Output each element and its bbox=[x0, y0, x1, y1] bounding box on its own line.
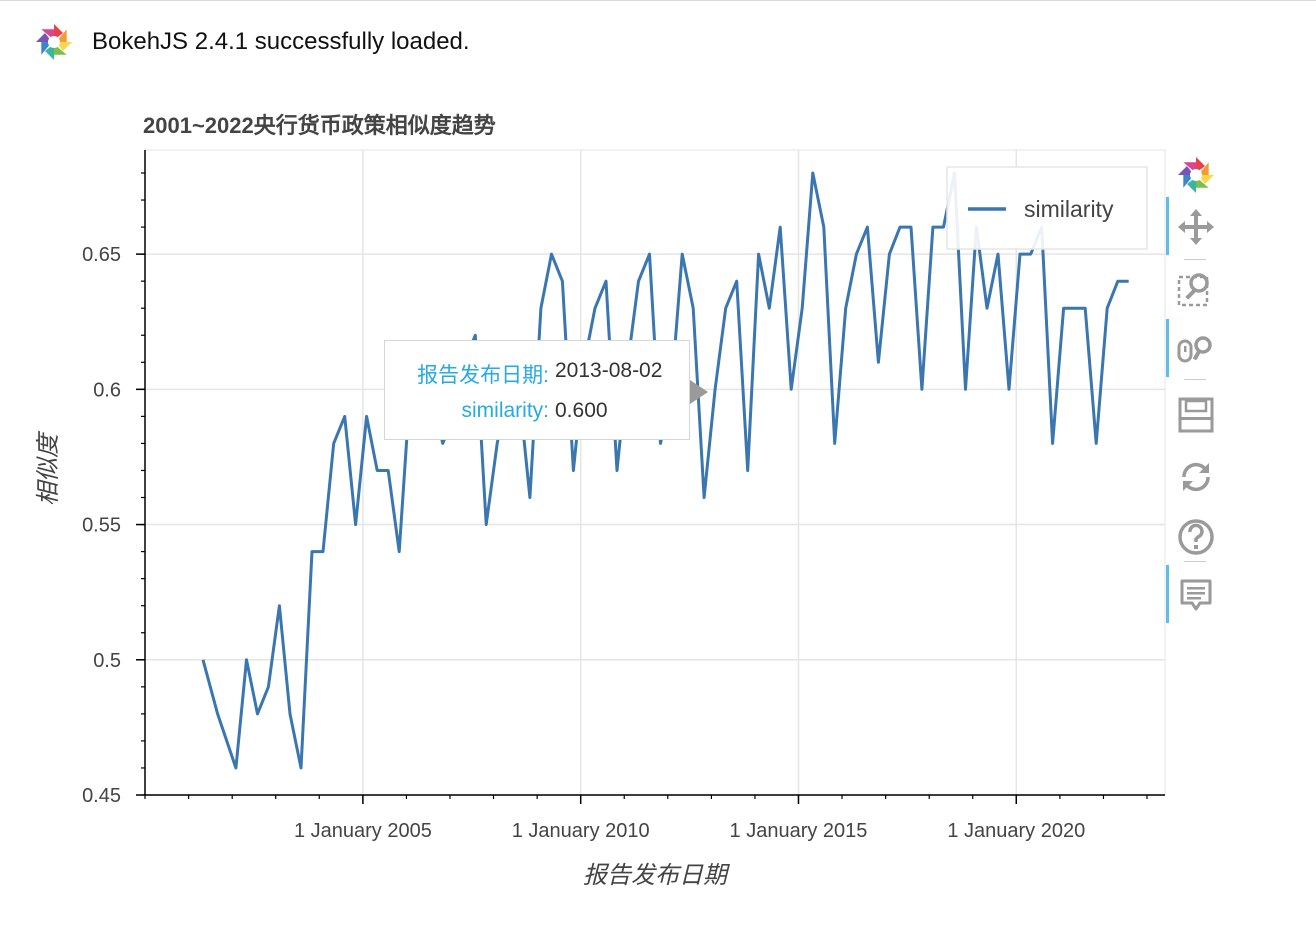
active-indicator bbox=[1166, 197, 1169, 255]
load-banner: BokehJS 2.4.1 successfully loaded. bbox=[34, 22, 470, 62]
reset-tool-button[interactable] bbox=[1166, 447, 1226, 505]
pan-tool-button[interactable] bbox=[1166, 197, 1226, 255]
toolbar-separator bbox=[1184, 379, 1206, 380]
toolbar-separator bbox=[1184, 561, 1206, 562]
y-tick-label: 0.6 bbox=[93, 379, 121, 401]
active-indicator bbox=[1166, 319, 1169, 377]
hover-icon bbox=[1180, 579, 1212, 611]
help-icon bbox=[1178, 519, 1214, 555]
tooltip-value: 0.600 bbox=[555, 399, 608, 422]
help-tool-button[interactable] bbox=[1166, 507, 1226, 565]
tooltip-value: 2013-08-02 bbox=[555, 359, 663, 382]
y-tick-label: 0.45 bbox=[82, 785, 121, 807]
series-line-similarity bbox=[201, 171, 1129, 770]
box-zoom-tool-button[interactable] bbox=[1166, 259, 1226, 317]
reset-icon bbox=[1182, 462, 1210, 492]
toolbar-separator bbox=[1184, 259, 1206, 260]
active-indicator bbox=[1166, 565, 1169, 623]
banner-text: BokehJS 2.4.1 successfully loaded. bbox=[92, 28, 470, 55]
x-tick-label: 1 January 2010 bbox=[512, 820, 650, 842]
save-tool-button[interactable] bbox=[1166, 385, 1226, 443]
y-axis-label: 相似度 bbox=[35, 430, 62, 506]
save-icon bbox=[1178, 397, 1214, 433]
box-zoom-icon bbox=[1177, 273, 1209, 307]
chart-title: 2001~2022央行货币政策相似度趋势 bbox=[143, 113, 496, 138]
legend-label: similarity bbox=[1024, 196, 1114, 222]
bokeh-logo-link[interactable] bbox=[1166, 145, 1226, 203]
y-tick-label: 0.5 bbox=[93, 650, 121, 672]
y-tick-label: 0.65 bbox=[82, 244, 121, 266]
axes: 0.45 0.5 0.55 0.6 0.65 1 January 2005 1 Januar… bbox=[82, 150, 1165, 842]
bokeh-logo-icon bbox=[1178, 157, 1214, 193]
x-tick-label: 1 January 2015 bbox=[730, 820, 868, 842]
y-tick-label: 0.55 bbox=[82, 515, 121, 537]
wheel-zoom-icon bbox=[1177, 336, 1212, 363]
x-tick-label: 1 January 2020 bbox=[947, 820, 1085, 842]
legend: similarity bbox=[946, 166, 1148, 250]
top-divider bbox=[0, 0, 1316, 1]
hover-tooltip: 报告发布日期: 2013-08-02 similarity: 0.600 bbox=[384, 340, 690, 440]
bokeh-logo-icon bbox=[36, 24, 72, 60]
x-tick-label: 1 January 2005 bbox=[294, 820, 432, 842]
tooltip-pointer bbox=[690, 380, 708, 404]
tooltip-label: similarity: bbox=[461, 399, 550, 422]
pan-icon bbox=[1178, 209, 1214, 245]
hover-tool-button[interactable] bbox=[1166, 565, 1226, 623]
wheel-zoom-tool-button[interactable] bbox=[1166, 319, 1226, 377]
x-axis-label: 报告发布日期 bbox=[583, 862, 730, 889]
tooltip-label: 报告发布日期: bbox=[417, 364, 549, 387]
